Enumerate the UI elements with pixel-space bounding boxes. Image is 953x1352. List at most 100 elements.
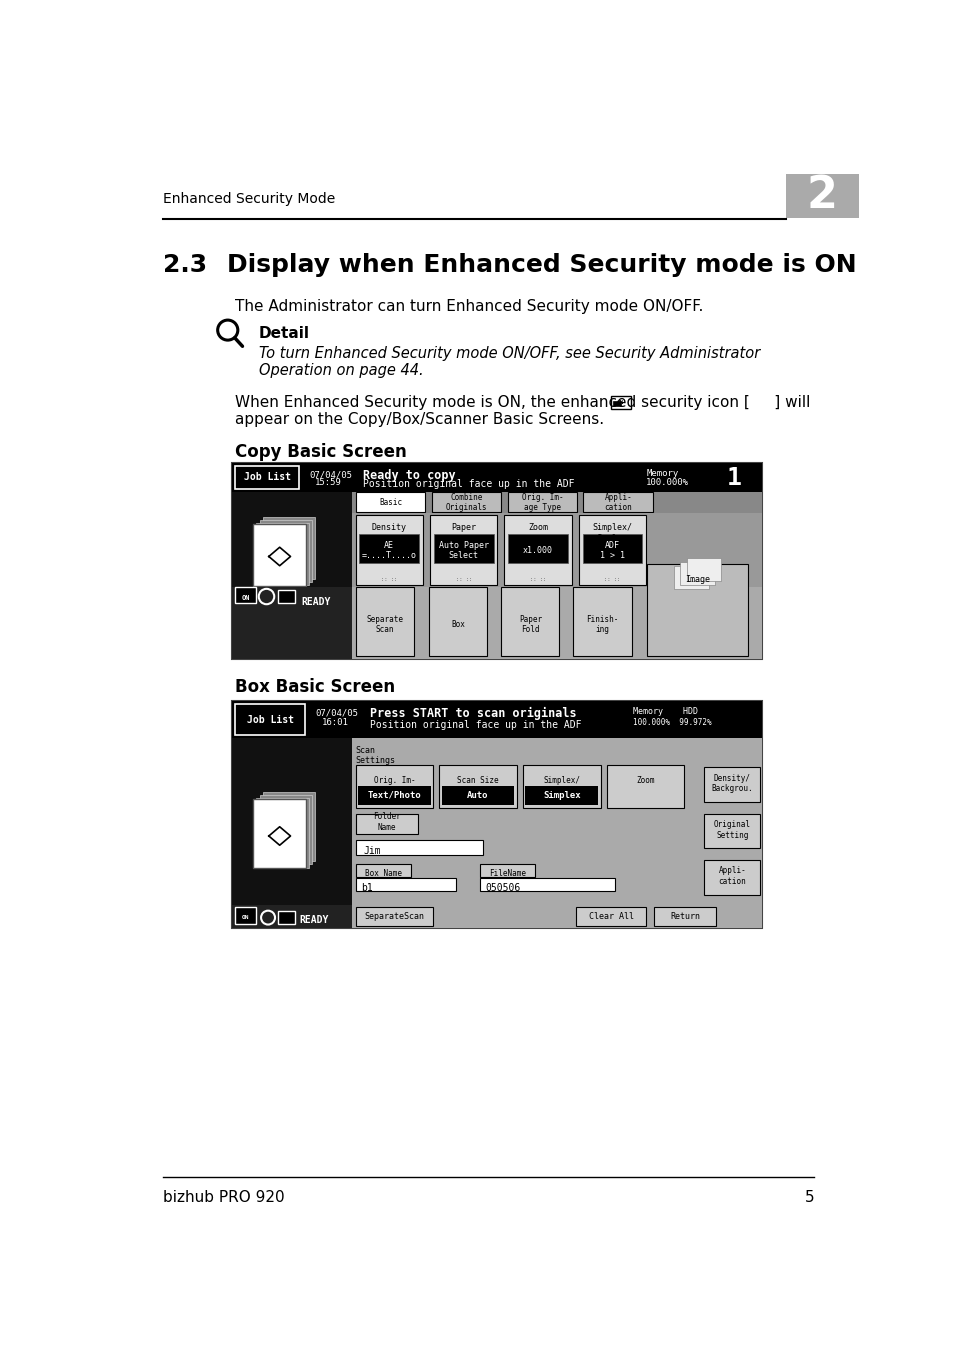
Text: 07/04/05: 07/04/05	[315, 708, 358, 718]
FancyBboxPatch shape	[259, 521, 312, 581]
Text: Box Basic Screen: Box Basic Screen	[235, 679, 395, 696]
Text: Memory: Memory	[645, 469, 678, 477]
FancyBboxPatch shape	[235, 465, 298, 489]
FancyBboxPatch shape	[232, 906, 352, 929]
Text: Detail: Detail	[258, 326, 310, 341]
FancyBboxPatch shape	[352, 906, 761, 929]
Text: Scan Size: Scan Size	[456, 776, 498, 786]
Text: Position original face up in the ADF: Position original face up in the ADF	[369, 719, 580, 730]
FancyBboxPatch shape	[606, 765, 683, 807]
FancyBboxPatch shape	[352, 492, 761, 658]
FancyBboxPatch shape	[232, 702, 761, 929]
Text: 100.000%: 100.000%	[645, 479, 688, 487]
Text: 15:59: 15:59	[315, 479, 342, 487]
FancyBboxPatch shape	[430, 515, 497, 585]
Text: :: ::: :: ::	[604, 577, 620, 583]
FancyBboxPatch shape	[703, 814, 760, 848]
FancyBboxPatch shape	[646, 564, 747, 656]
Text: Simplex/
Duplex: Simplex/ Duplex	[542, 776, 579, 795]
Text: 2.3: 2.3	[163, 253, 208, 277]
Text: Box Name: Box Name	[365, 869, 401, 877]
FancyBboxPatch shape	[583, 492, 653, 512]
Text: SeparateScan: SeparateScan	[364, 913, 424, 921]
Text: The Administrator can turn Enhanced Security mode ON/OFF.: The Administrator can turn Enhanced Secu…	[235, 299, 703, 314]
FancyBboxPatch shape	[235, 704, 305, 735]
Text: Copy Basic Screen: Copy Basic Screen	[235, 442, 407, 461]
FancyBboxPatch shape	[355, 492, 425, 512]
FancyBboxPatch shape	[355, 587, 414, 656]
FancyBboxPatch shape	[232, 587, 352, 658]
FancyBboxPatch shape	[232, 492, 352, 658]
FancyBboxPatch shape	[479, 864, 535, 877]
Text: FileName: FileName	[489, 869, 525, 877]
Text: Enhanced Security Mode: Enhanced Security Mode	[163, 192, 335, 207]
FancyBboxPatch shape	[508, 534, 567, 564]
Text: Position original face up in the ADF: Position original face up in the ADF	[363, 480, 575, 489]
Text: 2: 2	[806, 174, 837, 216]
FancyBboxPatch shape	[507, 492, 577, 512]
FancyBboxPatch shape	[573, 587, 631, 656]
Text: appear on the Copy/Box/Scanner Basic Screens.: appear on the Copy/Box/Scanner Basic Scr…	[235, 412, 604, 427]
Text: Operation on page 44.: Operation on page 44.	[258, 364, 423, 379]
Text: Auto Paper
Select: Auto Paper Select	[438, 541, 488, 560]
Text: Orig. Im-
age Type: Orig. Im- age Type	[521, 493, 562, 512]
FancyBboxPatch shape	[256, 798, 309, 868]
FancyBboxPatch shape	[500, 587, 558, 656]
FancyBboxPatch shape	[434, 534, 493, 564]
FancyBboxPatch shape	[352, 492, 761, 514]
FancyBboxPatch shape	[785, 174, 858, 218]
FancyBboxPatch shape	[256, 523, 309, 585]
FancyBboxPatch shape	[441, 786, 514, 806]
Text: Basic: Basic	[378, 498, 401, 507]
Text: Auto: Auto	[467, 791, 488, 799]
FancyBboxPatch shape	[439, 765, 517, 807]
Text: Separate
Scan: Separate Scan	[366, 615, 403, 634]
FancyBboxPatch shape	[355, 907, 433, 926]
Text: Simplex: Simplex	[542, 791, 580, 799]
Text: Density: Density	[372, 523, 406, 533]
Text: :: ::: :: ::	[381, 577, 397, 583]
Text: Box: Box	[451, 619, 465, 629]
FancyBboxPatch shape	[278, 591, 294, 603]
Text: Paper: Paper	[451, 523, 476, 533]
Text: Zoom: Zoom	[636, 776, 654, 786]
Text: Folder
Name: Folder Name	[373, 813, 400, 831]
FancyBboxPatch shape	[355, 814, 417, 834]
FancyBboxPatch shape	[234, 907, 256, 923]
Text: READY: READY	[301, 596, 331, 607]
Text: b1: b1	[360, 883, 373, 892]
Text: Job List: Job List	[244, 472, 291, 483]
Text: ADF
1 > 1: ADF 1 > 1	[599, 541, 624, 560]
Text: 5: 5	[804, 1190, 814, 1205]
FancyBboxPatch shape	[703, 860, 760, 895]
FancyBboxPatch shape	[359, 534, 418, 564]
Text: Clear All: Clear All	[588, 913, 633, 921]
FancyBboxPatch shape	[355, 765, 433, 807]
FancyBboxPatch shape	[654, 907, 716, 926]
Text: When Enhanced Security mode is ON, the enhanced security icon [     ] will: When Enhanced Security mode is ON, the e…	[235, 395, 810, 410]
Text: ON: ON	[617, 400, 623, 406]
Text: Zoom: Zoom	[528, 523, 548, 533]
Text: Density/
Backgrou.: Density/ Backgrou.	[711, 773, 752, 794]
Text: Image: Image	[684, 575, 709, 584]
FancyBboxPatch shape	[504, 515, 571, 585]
FancyBboxPatch shape	[278, 911, 294, 923]
FancyBboxPatch shape	[232, 462, 761, 658]
FancyBboxPatch shape	[612, 402, 620, 407]
FancyBboxPatch shape	[232, 702, 761, 738]
Text: AE
=....T....o: AE =....T....o	[361, 541, 416, 560]
FancyBboxPatch shape	[610, 396, 630, 408]
Text: Scan
Settings: Scan Settings	[355, 746, 395, 765]
Text: Jim: Jim	[363, 846, 380, 856]
Text: Display when Enhanced Security mode is ON: Display when Enhanced Security mode is O…	[227, 253, 856, 277]
Text: Finish-
ing: Finish- ing	[586, 615, 618, 634]
FancyBboxPatch shape	[525, 786, 598, 806]
Text: 100.000%  99.972%: 100.000% 99.972%	[633, 718, 711, 727]
Text: Appli-
cation: Appli- cation	[718, 867, 745, 886]
Text: 050506: 050506	[484, 883, 519, 892]
Text: Press START to scan originals: Press START to scan originals	[369, 707, 576, 721]
Text: :: ::: :: ::	[530, 577, 546, 583]
FancyBboxPatch shape	[232, 738, 352, 929]
Text: Appli-
cation: Appli- cation	[604, 493, 632, 512]
FancyBboxPatch shape	[259, 795, 312, 864]
